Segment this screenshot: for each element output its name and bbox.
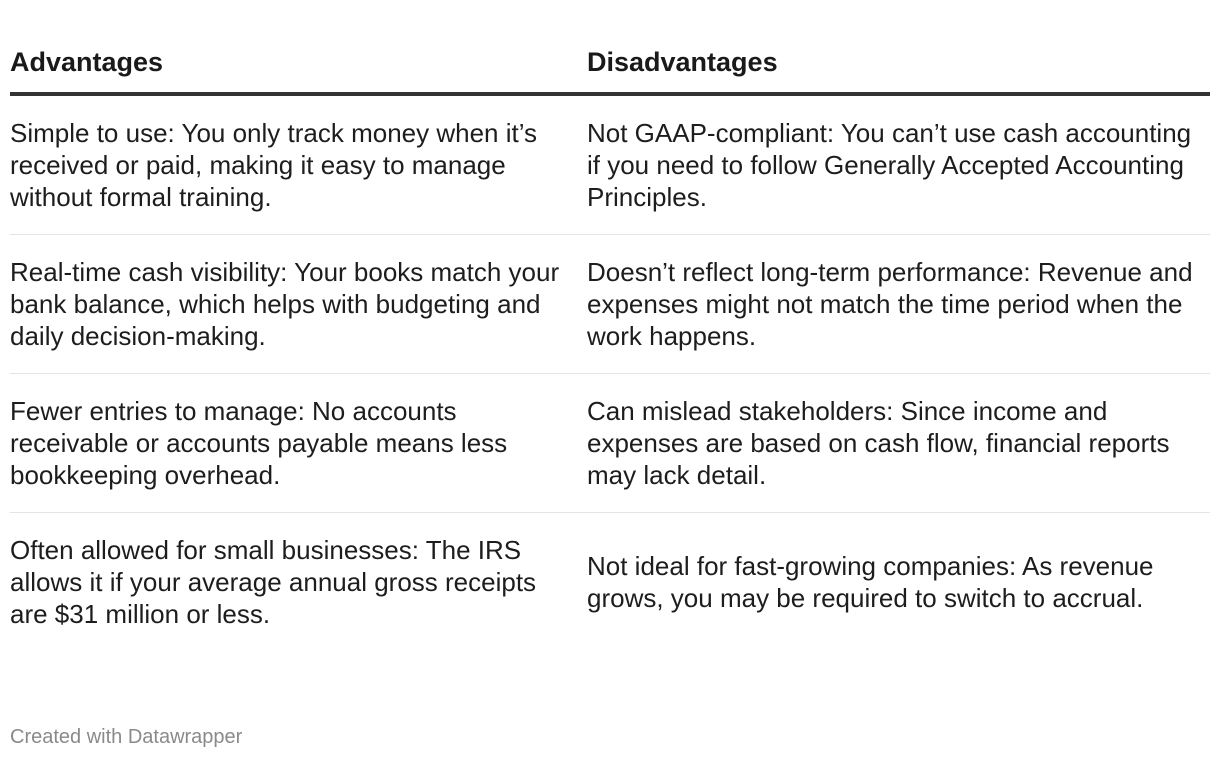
- disadvantage-cell: Not GAAP-compliant: You can’t use cash a…: [587, 94, 1210, 235]
- datawrapper-credit: Created with Datawrapper: [10, 726, 243, 748]
- disadvantage-cell: Can mislead stakeholders: Since income a…: [587, 373, 1210, 513]
- comparison-table: Advantages Disadvantages Simple to use: …: [10, 40, 1210, 651]
- advantage-cell: Simple to use: You only track money when…: [10, 94, 587, 235]
- column-header-advantages: Advantages: [10, 40, 587, 96]
- advantage-cell: Real-time cash visibility: Your books ma…: [10, 234, 587, 374]
- advantages-disadvantages-table: Advantages Disadvantages Simple to use: …: [10, 40, 1210, 651]
- table-row: Often allowed for small businesses: The …: [10, 513, 1210, 652]
- disadvantage-cell: Doesn’t reflect long-term performance: R…: [587, 234, 1210, 374]
- table-row: Fewer entries to manage: No accounts rec…: [10, 373, 1210, 513]
- header-row: Advantages Disadvantages: [10, 40, 1210, 96]
- disadvantage-cell: Not ideal for fast-growing companies: As…: [587, 551, 1154, 613]
- table-header: Advantages Disadvantages: [10, 40, 1210, 96]
- advantage-cell: Often allowed for small businesses: The …: [10, 535, 537, 629]
- table-row: Simple to use: You only track money when…: [10, 94, 1210, 235]
- column-header-disadvantages: Disadvantages: [587, 40, 1210, 96]
- table-row: Real-time cash visibility: Your books ma…: [10, 234, 1210, 374]
- table-body: Simple to use: You only track money when…: [10, 94, 1210, 651]
- advantage-cell: Fewer entries to manage: No accounts rec…: [10, 373, 587, 513]
